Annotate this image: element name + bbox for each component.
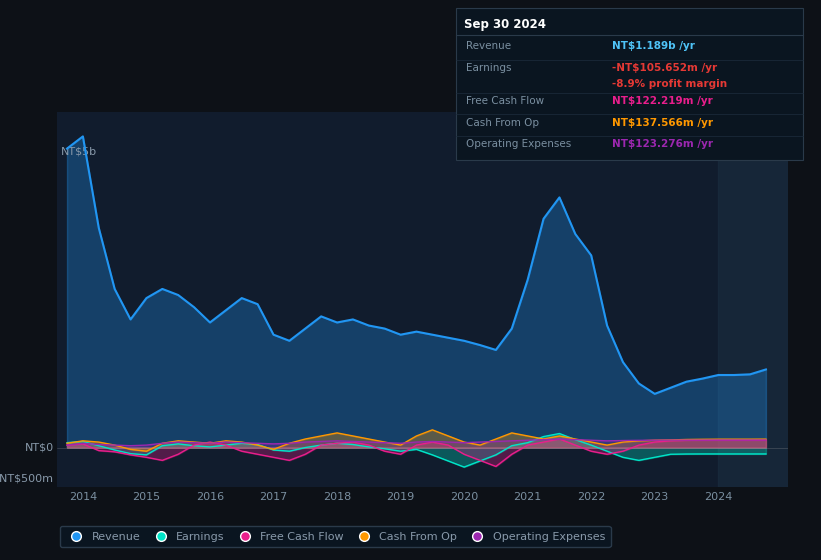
Text: NT$1.189b /yr: NT$1.189b /yr <box>612 41 695 52</box>
Text: NT$123.276m /yr: NT$123.276m /yr <box>612 139 713 150</box>
Text: -NT$105.652m /yr: -NT$105.652m /yr <box>612 63 717 73</box>
Legend: Revenue, Earnings, Free Cash Flow, Cash From Op, Operating Expenses: Revenue, Earnings, Free Cash Flow, Cash … <box>60 526 611 547</box>
Text: Free Cash Flow: Free Cash Flow <box>466 96 544 106</box>
Text: Cash From Op: Cash From Op <box>466 118 539 128</box>
Text: NT$122.219m /yr: NT$122.219m /yr <box>612 96 713 106</box>
Text: -8.9% profit margin: -8.9% profit margin <box>612 79 727 89</box>
Bar <box>718 112 788 487</box>
Text: Revenue: Revenue <box>466 41 511 52</box>
Text: Earnings: Earnings <box>466 63 511 73</box>
Text: NT$0: NT$0 <box>25 442 54 452</box>
Text: NT$5b: NT$5b <box>61 146 97 156</box>
Text: -NT$500m: -NT$500m <box>0 473 54 483</box>
Text: Operating Expenses: Operating Expenses <box>466 139 571 150</box>
Text: Sep 30 2024: Sep 30 2024 <box>464 18 546 31</box>
Text: NT$137.566m /yr: NT$137.566m /yr <box>612 118 713 128</box>
